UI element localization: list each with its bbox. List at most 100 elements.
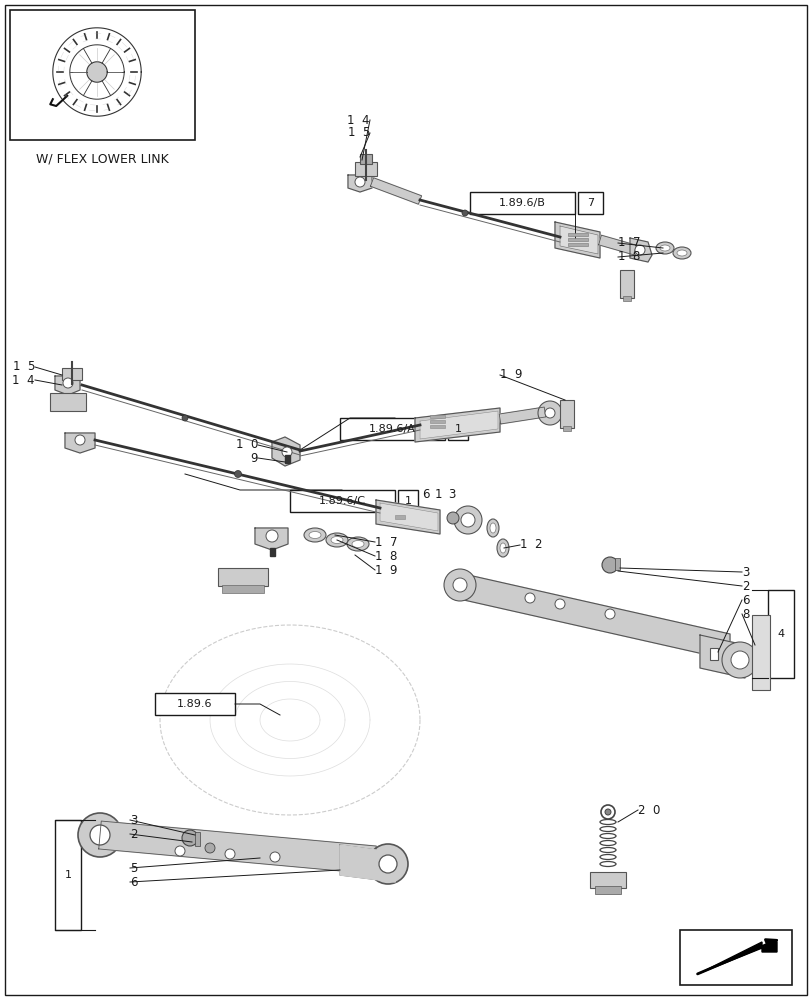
Polygon shape xyxy=(454,572,729,660)
Ellipse shape xyxy=(676,250,686,256)
Bar xyxy=(55,820,81,930)
Bar xyxy=(62,368,82,380)
Circle shape xyxy=(730,651,748,669)
Bar xyxy=(622,296,630,301)
Ellipse shape xyxy=(659,245,669,251)
Polygon shape xyxy=(598,235,636,255)
Bar xyxy=(594,886,620,894)
Circle shape xyxy=(461,210,467,216)
Polygon shape xyxy=(699,635,744,678)
Circle shape xyxy=(367,844,407,884)
Bar xyxy=(270,548,275,556)
Bar xyxy=(155,693,234,715)
Circle shape xyxy=(379,855,397,873)
Circle shape xyxy=(721,642,757,678)
Text: 1  0: 1 0 xyxy=(235,438,258,452)
Ellipse shape xyxy=(496,539,508,557)
Bar xyxy=(217,568,268,586)
Text: 1  2: 1 2 xyxy=(519,538,542,552)
Ellipse shape xyxy=(672,247,690,259)
Bar xyxy=(340,418,444,440)
Bar xyxy=(394,515,405,519)
Text: 1  5: 1 5 xyxy=(347,126,370,139)
Text: 1: 1 xyxy=(404,496,411,506)
Polygon shape xyxy=(499,407,545,424)
Circle shape xyxy=(266,530,277,542)
Circle shape xyxy=(554,599,564,609)
Circle shape xyxy=(453,578,466,592)
Circle shape xyxy=(444,569,475,601)
Circle shape xyxy=(538,401,561,425)
Circle shape xyxy=(175,846,185,856)
Polygon shape xyxy=(348,175,371,192)
Text: 1.89.6/C: 1.89.6/C xyxy=(319,496,366,506)
Polygon shape xyxy=(340,845,400,882)
Text: 2  0: 2 0 xyxy=(637,804,659,816)
Circle shape xyxy=(446,512,458,524)
Circle shape xyxy=(453,506,482,534)
Polygon shape xyxy=(419,411,497,439)
Polygon shape xyxy=(255,528,288,550)
Text: 1  4: 1 4 xyxy=(12,373,35,386)
Bar xyxy=(767,590,793,678)
Bar xyxy=(354,162,376,176)
Text: 1  5: 1 5 xyxy=(13,360,35,373)
Ellipse shape xyxy=(309,532,320,538)
Ellipse shape xyxy=(599,840,616,846)
Text: 5: 5 xyxy=(130,861,137,874)
Polygon shape xyxy=(699,942,776,973)
Circle shape xyxy=(604,609,614,619)
Polygon shape xyxy=(380,503,437,531)
Ellipse shape xyxy=(599,848,616,852)
Text: 1.89.6: 1.89.6 xyxy=(177,699,212,709)
Ellipse shape xyxy=(599,820,616,824)
Circle shape xyxy=(270,852,280,862)
Ellipse shape xyxy=(489,523,496,533)
Text: 1.89.6/B: 1.89.6/B xyxy=(499,198,545,208)
Text: 2: 2 xyxy=(741,580,749,592)
Text: 1.89.6/A: 1.89.6/A xyxy=(369,424,415,434)
Ellipse shape xyxy=(599,826,616,832)
Bar xyxy=(359,154,371,164)
Polygon shape xyxy=(554,222,599,258)
Text: 7: 7 xyxy=(586,198,594,208)
Ellipse shape xyxy=(655,242,673,254)
Bar xyxy=(568,243,587,246)
Text: 6: 6 xyxy=(422,488,429,502)
Ellipse shape xyxy=(351,540,363,548)
Text: 6: 6 xyxy=(741,593,749,606)
Ellipse shape xyxy=(500,543,505,553)
Ellipse shape xyxy=(487,519,499,537)
Circle shape xyxy=(225,849,234,859)
Bar xyxy=(10,10,195,140)
Bar xyxy=(430,425,444,428)
Text: 8: 8 xyxy=(741,607,749,620)
Bar xyxy=(285,455,290,463)
Bar xyxy=(679,930,791,985)
Bar xyxy=(560,400,573,428)
Ellipse shape xyxy=(303,528,325,542)
Circle shape xyxy=(182,830,198,846)
Polygon shape xyxy=(65,433,95,453)
Ellipse shape xyxy=(346,537,368,551)
Text: 3: 3 xyxy=(741,566,749,578)
Text: 1  8: 1 8 xyxy=(617,250,640,263)
Bar xyxy=(614,558,620,570)
Circle shape xyxy=(634,245,644,255)
Polygon shape xyxy=(560,226,597,254)
Polygon shape xyxy=(414,408,500,442)
Text: 2: 2 xyxy=(130,828,137,840)
Text: 3: 3 xyxy=(448,488,455,502)
Bar xyxy=(50,393,86,411)
Bar xyxy=(709,648,717,660)
Text: 1: 1 xyxy=(64,870,71,880)
Text: 3: 3 xyxy=(130,814,137,826)
Polygon shape xyxy=(375,500,440,534)
Bar xyxy=(221,585,264,593)
Text: 1  9: 1 9 xyxy=(500,368,521,381)
Text: 1  9: 1 9 xyxy=(375,564,397,576)
Circle shape xyxy=(525,593,534,603)
Text: 1  7: 1 7 xyxy=(375,536,397,548)
Text: 9: 9 xyxy=(250,452,258,464)
Circle shape xyxy=(63,378,73,388)
